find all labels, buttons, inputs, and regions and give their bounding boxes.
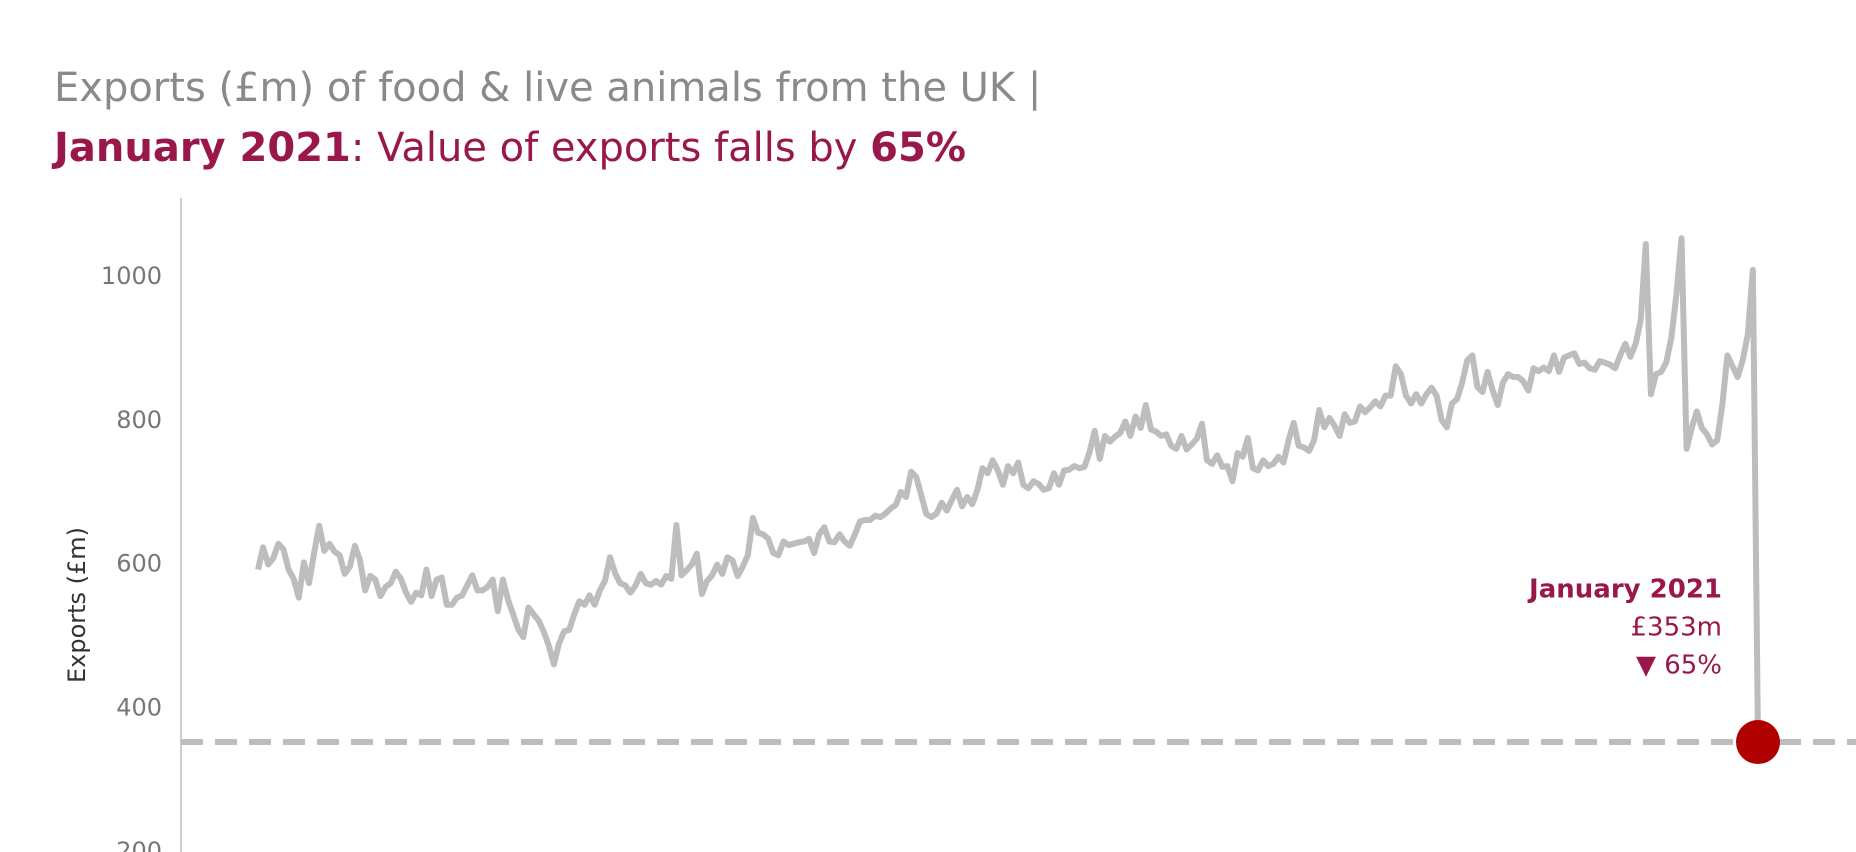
highlight-point — [1736, 720, 1780, 765]
y-tick-label: 1000 — [101, 262, 162, 290]
y-tick-label: 800 — [116, 406, 162, 434]
chart-subtitle: January 2021: Value of exports falls by … — [51, 125, 966, 171]
annotation-change: ▼ 65% — [1636, 651, 1722, 681]
subtitle-highlight: January 2021 — [51, 125, 351, 171]
annotation-label: January 2021 — [1527, 575, 1722, 605]
y-tick-label: 200 — [116, 837, 162, 852]
subtitle-percent: 65% — [870, 125, 966, 171]
y-tick-label: 400 — [116, 693, 162, 721]
annotation-value: £353m — [1631, 613, 1723, 643]
y-tick-label: 600 — [116, 550, 162, 578]
series-line — [255, 235, 1761, 743]
subtitle-text: : Value of exports falls by — [351, 125, 870, 171]
y-axis-label: Exports (£m) — [63, 527, 91, 683]
chart-title: Exports (£m) of food & live animals from… — [54, 65, 1041, 111]
